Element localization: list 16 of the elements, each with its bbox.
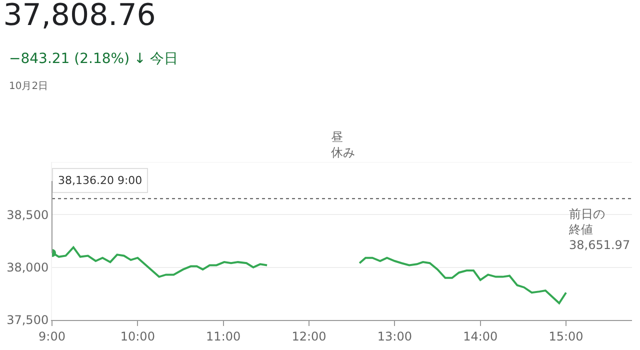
ref-line-label: 前日の終値 38,651.97 bbox=[568, 207, 630, 252]
x-tick-label: 15:00 bbox=[548, 329, 584, 344]
x-tick-label: 13:00 bbox=[377, 329, 412, 344]
y-tick-label: 38,500 bbox=[6, 208, 49, 222]
x-tick-label: 12:00 bbox=[292, 329, 326, 344]
annotation: 38,136.20 9:00 bbox=[58, 174, 142, 187]
x-tick-label: 14:00 bbox=[463, 329, 498, 344]
x-tick-label: 11:00 bbox=[206, 329, 241, 344]
text: 10月2日 bbox=[9, 81, 48, 92]
chart-title: 37,808.76 bbox=[3, 0, 156, 33]
y-tick-label: 38,000 bbox=[6, 260, 49, 275]
x-tick-label: 10:00 bbox=[120, 329, 155, 344]
text: 昼休み bbox=[331, 130, 355, 160]
chart-subtitle: −843.21 (2.18%) ↓ 今日 bbox=[9, 51, 178, 67]
y-tick-label: 37,500 bbox=[6, 313, 49, 328]
x-tick-label: 9:00 bbox=[38, 329, 66, 344]
